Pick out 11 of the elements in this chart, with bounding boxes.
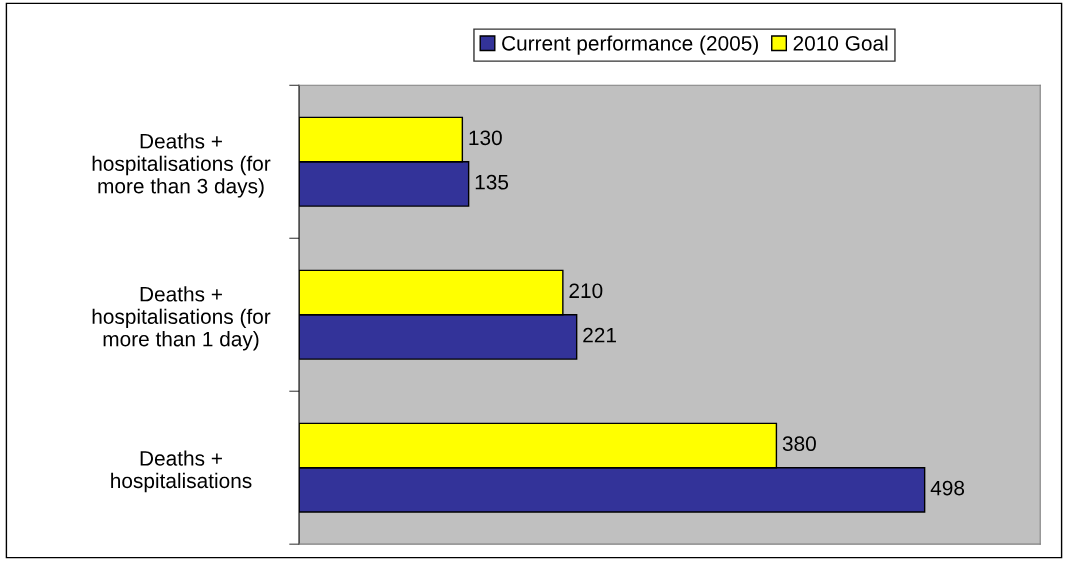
legend-label: Current performance (2005) [502, 35, 758, 55]
data-label: 210 [569, 283, 603, 299]
data-label: 380 [782, 436, 816, 452]
data-label: 130 [469, 130, 502, 146]
data-label: 498 [930, 480, 965, 496]
y-tick-label: Deaths + hospitalisations [111, 450, 252, 493]
data-label: 135 [475, 174, 509, 190]
y-tick-label: Deaths + hospitalisations (for more than 1 day) [92, 286, 271, 351]
legend-label: 2010 Goal [793, 35, 888, 51]
data-label: 221 [583, 327, 616, 343]
y-tick-label: Deaths + hospitalisations (for more than 3 days) [92, 133, 271, 198]
